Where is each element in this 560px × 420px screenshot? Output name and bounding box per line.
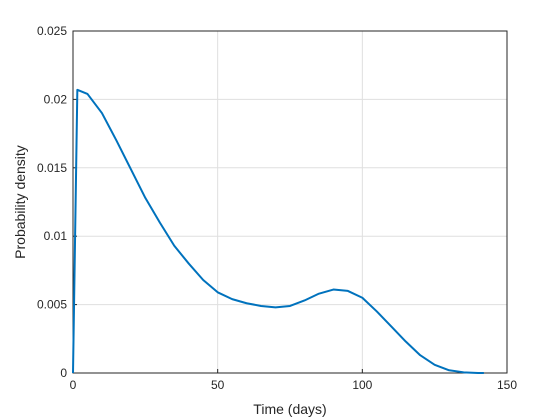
data-line <box>72 88 484 374</box>
axes-box <box>72 30 508 374</box>
x-tick-label: 50 <box>211 378 225 392</box>
y-tick-label: 0.015 <box>37 161 67 175</box>
y-tick-label: 0 <box>60 366 67 380</box>
y-tick-label: 0.02 <box>44 92 68 106</box>
y-tick-label: 0.01 <box>44 229 68 243</box>
plot-area <box>73 31 507 373</box>
x-axis-label: Time (days) <box>253 401 326 417</box>
y-tick-label: 0.005 <box>37 298 67 312</box>
x-tick-label: 100 <box>352 378 372 392</box>
x-tick-label: 0 <box>70 378 77 392</box>
y-axis-label: Probability density <box>12 145 28 259</box>
x-tick-label: 150 <box>497 378 517 392</box>
y-tick-label: 0.025 <box>37 24 67 38</box>
